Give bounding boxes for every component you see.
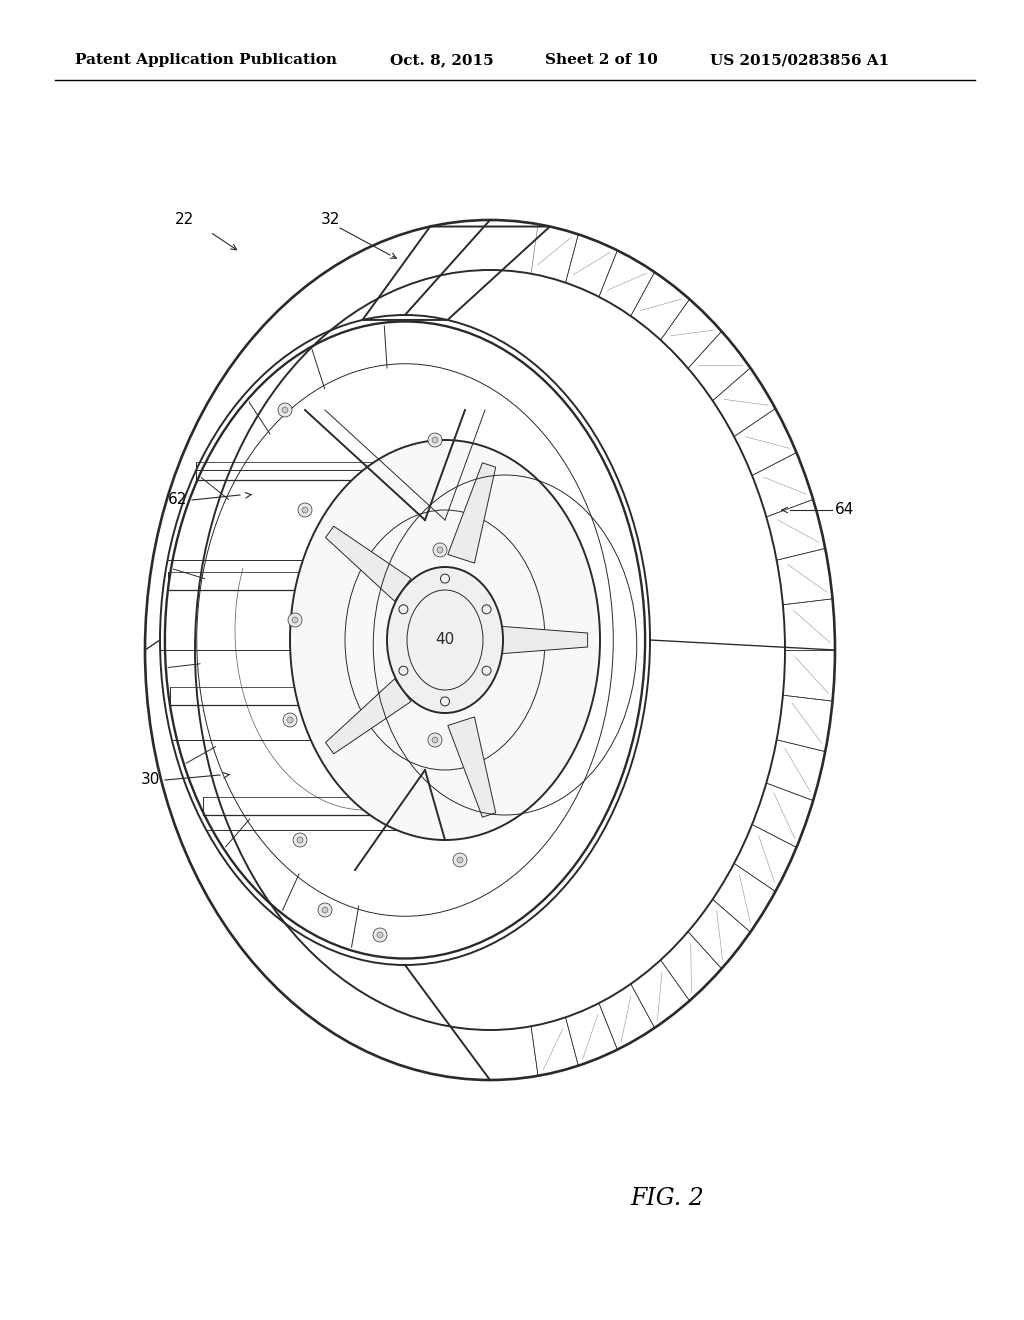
Ellipse shape xyxy=(282,407,288,413)
Text: FIG. 2: FIG. 2 xyxy=(630,1187,703,1210)
Text: Patent Application Publication: Patent Application Publication xyxy=(75,53,337,67)
Text: 32: 32 xyxy=(321,213,340,227)
Ellipse shape xyxy=(287,717,293,723)
Polygon shape xyxy=(498,626,588,653)
Ellipse shape xyxy=(432,437,438,444)
Text: 30: 30 xyxy=(140,772,160,788)
Ellipse shape xyxy=(432,737,438,743)
Text: 62: 62 xyxy=(168,492,187,507)
Ellipse shape xyxy=(293,833,307,847)
Text: 40: 40 xyxy=(435,632,455,648)
Ellipse shape xyxy=(373,928,387,942)
Ellipse shape xyxy=(437,546,443,553)
Ellipse shape xyxy=(292,616,298,623)
Ellipse shape xyxy=(288,612,302,627)
Ellipse shape xyxy=(283,713,297,727)
Text: 64: 64 xyxy=(836,503,855,517)
Polygon shape xyxy=(326,527,411,601)
Ellipse shape xyxy=(322,907,328,913)
Ellipse shape xyxy=(297,837,303,843)
Text: Sheet 2 of 10: Sheet 2 of 10 xyxy=(545,53,657,67)
Polygon shape xyxy=(447,717,496,817)
Polygon shape xyxy=(326,678,411,754)
Ellipse shape xyxy=(298,503,312,517)
Ellipse shape xyxy=(453,853,467,867)
Ellipse shape xyxy=(387,568,503,713)
Ellipse shape xyxy=(433,543,447,557)
Text: US 2015/0283856 A1: US 2015/0283856 A1 xyxy=(710,53,889,67)
Ellipse shape xyxy=(457,857,463,863)
Polygon shape xyxy=(447,463,496,564)
Ellipse shape xyxy=(428,733,442,747)
Ellipse shape xyxy=(302,507,308,513)
Ellipse shape xyxy=(290,440,600,840)
Ellipse shape xyxy=(377,932,383,939)
Ellipse shape xyxy=(318,903,332,917)
Text: Oct. 8, 2015: Oct. 8, 2015 xyxy=(390,53,494,67)
Text: 22: 22 xyxy=(175,213,195,227)
Ellipse shape xyxy=(428,433,442,447)
Ellipse shape xyxy=(278,403,292,417)
